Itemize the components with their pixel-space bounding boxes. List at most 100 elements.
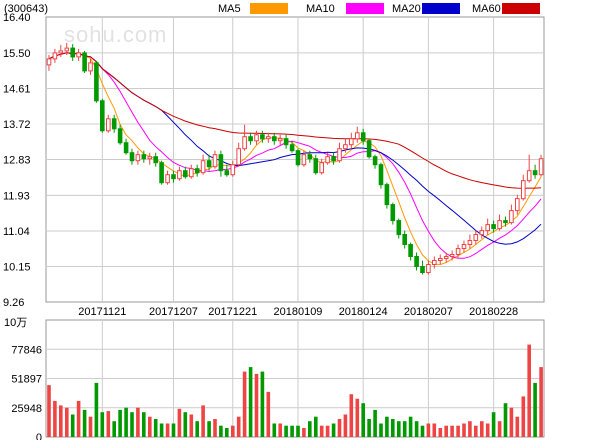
stock-code: (300643) bbox=[4, 3, 48, 15]
candle bbox=[461, 240, 467, 253]
volume-bar bbox=[480, 421, 484, 437]
candle-body bbox=[153, 156, 158, 164]
candle-body bbox=[135, 154, 141, 162]
volume-bar bbox=[153, 419, 158, 437]
candle bbox=[94, 60, 99, 103]
volume-bar bbox=[408, 416, 413, 437]
candle bbox=[189, 164, 194, 179]
candle bbox=[479, 226, 485, 239]
volume-bar bbox=[497, 421, 502, 437]
candle-body bbox=[82, 52, 87, 72]
volume-bar bbox=[468, 421, 472, 437]
candle-body bbox=[485, 224, 490, 232]
legend-ma60-label: MA60 bbox=[472, 3, 501, 15]
candle bbox=[432, 256, 437, 269]
candle bbox=[426, 260, 431, 275]
volume-bar bbox=[515, 416, 520, 437]
candle bbox=[153, 152, 158, 167]
candle-body bbox=[224, 170, 230, 176]
candle bbox=[289, 140, 295, 153]
candle-body bbox=[378, 164, 384, 186]
volume-bar bbox=[331, 423, 336, 437]
volume-grid bbox=[46, 348, 544, 409]
volume-bar bbox=[414, 421, 419, 437]
volume-bar bbox=[148, 416, 152, 437]
candle-body bbox=[46, 58, 52, 66]
candle-body bbox=[414, 256, 419, 267]
ma60-line bbox=[48, 52, 542, 189]
candle-body bbox=[58, 50, 64, 54]
candle-body bbox=[526, 170, 532, 182]
candle-body bbox=[183, 170, 188, 178]
candle bbox=[491, 220, 496, 233]
volume-bar bbox=[314, 416, 318, 437]
candle bbox=[467, 234, 473, 249]
candle bbox=[402, 230, 407, 249]
volume-bar bbox=[349, 394, 354, 437]
volume-bar bbox=[474, 425, 478, 437]
volume-bar bbox=[450, 425, 454, 437]
candle-body bbox=[165, 174, 170, 184]
volume-bar bbox=[432, 423, 437, 437]
volume-bar bbox=[527, 344, 531, 437]
volume-bar bbox=[284, 425, 288, 437]
candle-body bbox=[159, 162, 164, 184]
candle-body bbox=[331, 156, 336, 162]
legend-ma60-swatch bbox=[502, 3, 540, 14]
volume-bar bbox=[337, 419, 342, 437]
volume-bar bbox=[183, 412, 188, 437]
candle bbox=[70, 44, 76, 61]
candle-body bbox=[509, 210, 514, 224]
price-tick-label: 14.61 bbox=[3, 83, 31, 95]
volume-bar bbox=[136, 407, 140, 437]
candle bbox=[200, 154, 206, 175]
volume-bars bbox=[47, 344, 543, 437]
candle-body bbox=[432, 260, 437, 265]
candle-body bbox=[408, 244, 413, 257]
volume-bar bbox=[491, 412, 496, 437]
candle-body bbox=[117, 128, 123, 144]
candle-body bbox=[384, 184, 390, 206]
candle bbox=[88, 58, 93, 75]
candle-body bbox=[503, 220, 508, 224]
candle-body bbox=[532, 170, 538, 176]
volume-bar bbox=[308, 421, 312, 437]
candle-body bbox=[349, 138, 354, 146]
candle bbox=[254, 130, 259, 145]
candle-body bbox=[461, 244, 467, 249]
candle bbox=[313, 154, 319, 175]
ma5-line bbox=[48, 51, 542, 266]
volume-bar bbox=[189, 414, 194, 437]
volume-bar bbox=[290, 425, 294, 437]
volume-bar bbox=[456, 425, 460, 437]
candle bbox=[366, 138, 372, 159]
candle bbox=[82, 50, 87, 73]
date-tick-label: 20180207 bbox=[404, 306, 453, 318]
candle-body bbox=[301, 154, 307, 166]
candle bbox=[349, 132, 354, 149]
candle bbox=[123, 138, 129, 155]
candle-body bbox=[141, 154, 147, 160]
price-tick-label: 16.40 bbox=[3, 12, 31, 24]
volume-bar bbox=[444, 425, 448, 437]
volume-bar bbox=[124, 407, 128, 437]
candlesticks bbox=[46, 42, 544, 275]
candle-body bbox=[360, 132, 366, 142]
volume-bar bbox=[106, 411, 111, 437]
candle bbox=[141, 150, 147, 163]
candle-body bbox=[325, 156, 330, 164]
candle-body bbox=[449, 254, 455, 257]
volume-bar bbox=[242, 371, 247, 437]
candle-body bbox=[521, 180, 526, 200]
volume-bar bbox=[325, 425, 330, 437]
candle bbox=[117, 124, 123, 145]
candle-body bbox=[52, 52, 58, 60]
candle bbox=[319, 158, 324, 175]
date-tick-label: 20180124 bbox=[339, 306, 388, 318]
volume-bar bbox=[195, 421, 199, 437]
candle bbox=[509, 204, 514, 225]
candle bbox=[497, 214, 502, 231]
candle bbox=[473, 230, 479, 245]
volume-tick-label: 77846 bbox=[11, 344, 42, 356]
volume-bar bbox=[47, 385, 51, 437]
